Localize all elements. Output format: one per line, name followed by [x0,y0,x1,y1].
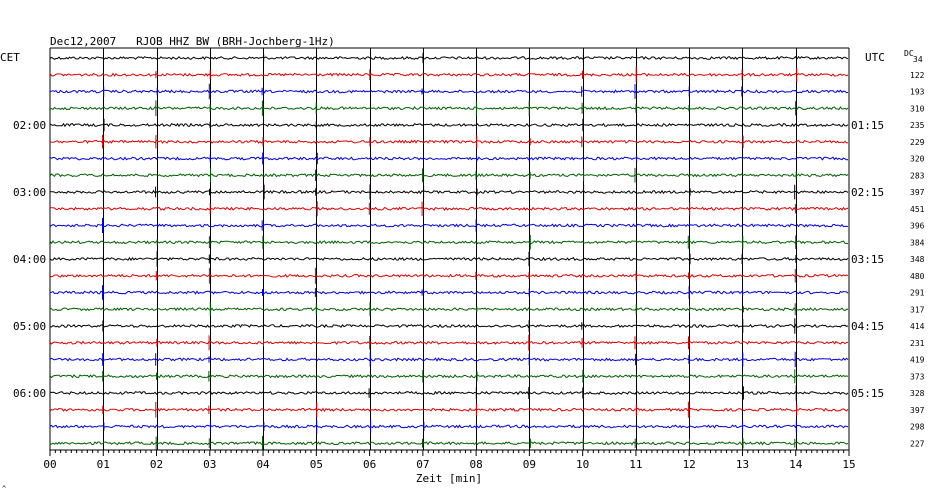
dc-offset-value: 229 [910,138,925,147]
trace-line [49,385,849,401]
dc-offset-value: 396 [910,222,925,231]
dc-offset-value: 34 [913,55,923,64]
x-tick-label: 00 [43,458,56,471]
dc-offset-value: 317 [910,305,925,314]
utc-axis-label: UTC [865,51,885,64]
trace-line [49,435,849,451]
x-axis-label: Zeit [min] [416,472,482,485]
trace-line [49,401,849,418]
trace-line [49,334,849,351]
x-tick-label: 12 [683,458,696,471]
cet-hour-label: 03:00 [13,186,46,199]
utc-hour-label: 03:15 [851,253,884,266]
trace-line [49,167,849,183]
utc-hour-label: 01:15 [851,119,884,132]
dc-offset-value: 235 [910,121,925,130]
dc-offset-value: 227 [910,439,925,448]
trace-line [49,201,849,217]
x-tick-label: 15 [842,458,855,471]
cet-hour-label: 05:00 [13,320,46,333]
dc-offset-value: 397 [910,188,925,197]
dc-offset-value: 298 [910,423,925,432]
grid-layer [49,47,850,451]
trace-line [49,267,849,284]
trace-line [49,251,849,267]
cet-hour-label: 06:00 [13,387,46,400]
cet-axis-label: CET [0,51,20,64]
trace-line [49,351,849,368]
x-tick-label: 05 [310,458,323,471]
dc-offset-value: 384 [910,238,925,247]
x-tick-layer: 00 01 02 03 04 05 06 07 08 09 10 11 12 13 14 15 [43,450,856,471]
dc-offset-value: 419 [910,356,925,365]
dc-offset-value: 451 [910,205,925,214]
dc-offset-value: 310 [910,104,925,113]
utc-hour-label: 05:15 [851,387,884,400]
hour-label-layer: 02:00 03:00 04:00 05:00 06:00 01:15 02:15 03:15… [13,119,884,400]
chart-title: Dec12,2007 RJOB HHZ BW (BRH-Jochberg-1Hz… [50,35,335,48]
cet-hour-label: 04:00 [13,253,46,266]
trace-layer [49,52,849,451]
trace-line [50,83,849,100]
trace-line [49,184,849,200]
utc-hour-label: 04:15 [851,320,884,333]
trace-line [49,318,849,334]
corner-mark: ^ [2,485,6,493]
dc-offset-value: 328 [910,389,925,398]
x-tick-label: 14 [789,458,803,471]
x-tick-label: 13 [736,458,749,471]
x-tick-label: 09 [523,458,536,471]
utc-hour-label: 02:15 [851,186,884,199]
x-tick-label: 07 [416,458,429,471]
dc-offset-value: 122 [910,71,925,80]
trace-line [49,100,849,117]
trace-line [49,152,849,165]
x-tick-label: 08 [470,458,483,471]
trace-line [49,52,849,64]
dc-offset-value: 348 [910,255,925,264]
trace-line [49,285,849,300]
dc-offset-value: 414 [910,322,925,331]
x-tick-label: 02 [150,458,163,471]
dc-label: DC [904,49,914,58]
dc-offset-value: 397 [910,406,925,415]
dc-offset-value: 320 [910,155,925,164]
trace-line [49,302,849,317]
x-tick-label: 06 [363,458,376,471]
trace-line [49,419,849,434]
x-tick-label: 10 [576,458,589,471]
trace-line [49,218,848,233]
dc-offset-value: 231 [910,339,925,348]
cet-hour-label: 02:00 [13,119,46,132]
trace-line [49,135,849,149]
x-tick-label: 04 [256,458,270,471]
x-tick-label: 03 [203,458,216,471]
trace-line [49,369,849,384]
x-tick-label: 01 [97,458,110,471]
trace-line [49,235,849,250]
x-tick-label: 11 [629,458,642,471]
dc-offset-value: 283 [910,171,925,180]
dc-offset-value: 291 [910,289,925,298]
trace-line [49,118,849,132]
dc-offset-value: 193 [910,88,925,97]
dc-offset-layer: 34 122 193 310 235 229 320 283 397 451 396 384 348 48… [910,55,925,448]
dc-offset-value: 480 [910,272,925,281]
trace-line [49,66,849,83]
dc-offset-value: 373 [910,372,925,381]
